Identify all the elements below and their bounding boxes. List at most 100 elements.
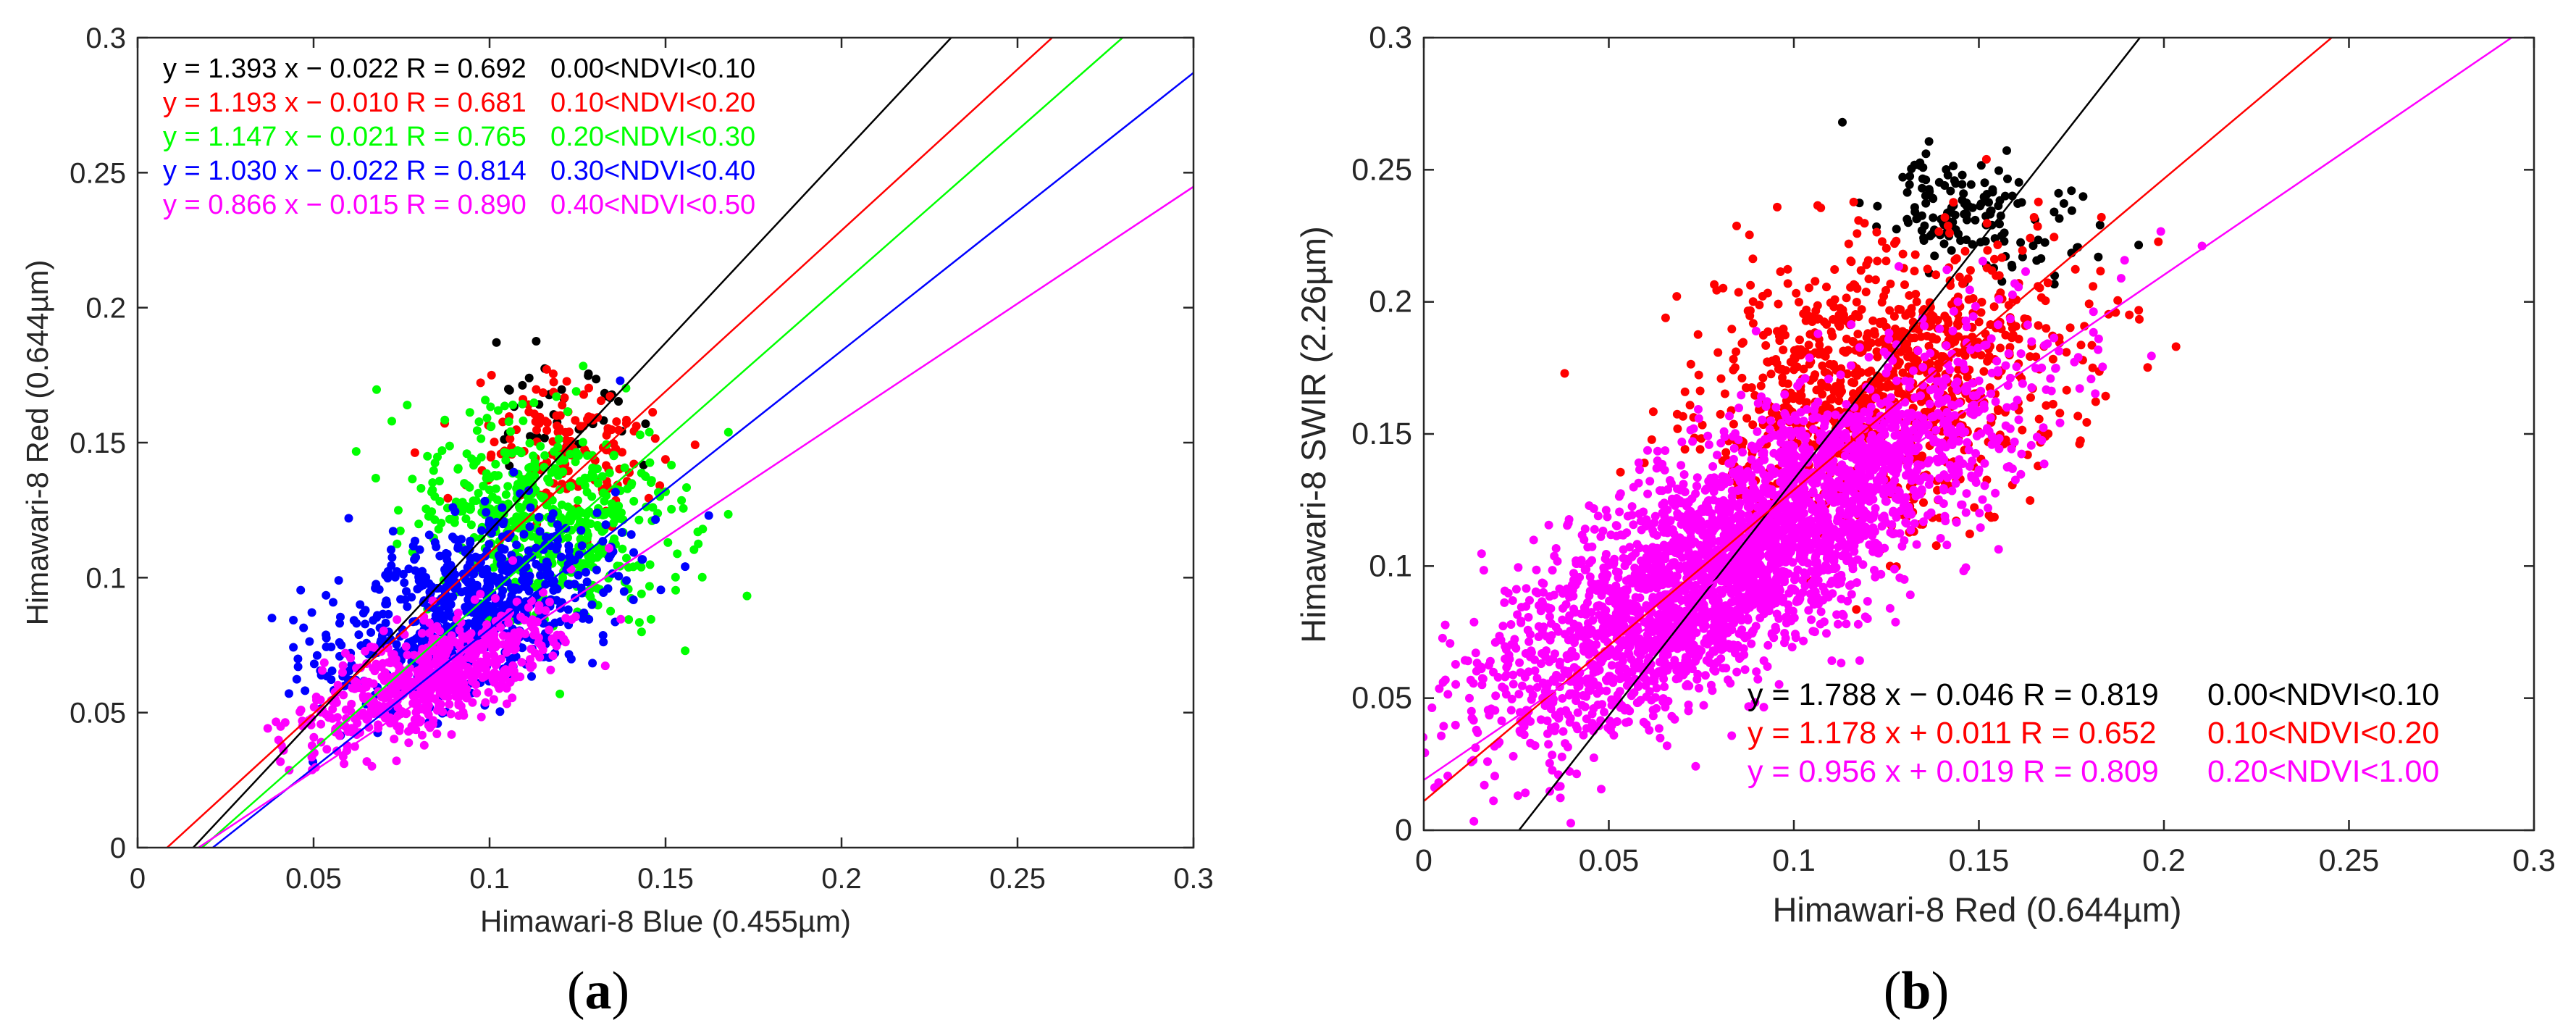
scatter-point bbox=[429, 716, 438, 725]
scatter-point bbox=[524, 546, 533, 556]
x-tick-label: 0 bbox=[130, 863, 146, 895]
scatter-point bbox=[2007, 444, 2016, 454]
scatter-point bbox=[327, 666, 337, 675]
scatter-point bbox=[1691, 761, 1700, 771]
scatter-point bbox=[1918, 314, 1927, 323]
scatter-point bbox=[1424, 732, 1428, 742]
scatter-point bbox=[421, 706, 431, 716]
scatter-point bbox=[2062, 385, 2071, 395]
scatter-point bbox=[517, 658, 526, 667]
scatter-point bbox=[1954, 332, 1963, 341]
scatter-point bbox=[345, 666, 354, 676]
scatter-point bbox=[1716, 409, 1725, 419]
scatter-point bbox=[504, 417, 513, 426]
scatter-point bbox=[1884, 380, 1893, 388]
scatter-point bbox=[1920, 221, 1929, 230]
scatter-point bbox=[1976, 308, 1986, 317]
scatter-point bbox=[487, 370, 496, 380]
scatter-point bbox=[1994, 166, 2003, 175]
scatter-point bbox=[1548, 566, 1557, 575]
legend-equation: y = 1.030 x − 0.022 R = 0.814 bbox=[163, 156, 526, 186]
scatter-point bbox=[1918, 174, 1927, 183]
scatter-point bbox=[2113, 296, 2123, 305]
scatter-point bbox=[316, 695, 325, 705]
scatter-point bbox=[1524, 637, 1534, 646]
scatter-point bbox=[1949, 198, 1958, 207]
scatter-point bbox=[1758, 373, 1768, 383]
scatter-point bbox=[1772, 609, 1782, 619]
scatter-point bbox=[413, 666, 422, 676]
scatter-point bbox=[1935, 324, 1944, 333]
scatter-point bbox=[1695, 386, 1705, 396]
scatter-point bbox=[1557, 752, 1566, 761]
scatter-point bbox=[498, 566, 507, 575]
scatter-point bbox=[1643, 489, 1653, 498]
scatter-point bbox=[641, 419, 650, 428]
y-tick-label: 0.3 bbox=[85, 22, 126, 54]
scatter-point bbox=[2116, 274, 2126, 283]
scatter-point bbox=[650, 434, 660, 443]
scatter-point bbox=[476, 558, 485, 567]
scatter-point bbox=[1866, 367, 1876, 375]
scatter-point bbox=[564, 541, 574, 551]
scatter-point bbox=[2032, 432, 2042, 442]
scatter-point bbox=[372, 385, 381, 394]
scatter-point bbox=[536, 571, 545, 580]
scatter-point bbox=[1529, 535, 1538, 545]
scatter-point bbox=[576, 477, 584, 486]
scatter-point bbox=[472, 688, 482, 698]
scatter-point bbox=[1698, 420, 1707, 430]
scatter-point bbox=[2031, 352, 2041, 362]
scatter-point bbox=[453, 609, 463, 618]
scatter-point bbox=[2004, 349, 2013, 358]
scatter-point bbox=[1716, 374, 1726, 383]
scatter-point bbox=[1411, 796, 1419, 805]
scatter-point bbox=[276, 757, 285, 766]
scatter-point bbox=[505, 385, 514, 395]
scatter-point bbox=[1904, 502, 1913, 511]
scatter-point bbox=[428, 478, 437, 488]
scatter-point bbox=[429, 466, 438, 475]
scatter-point bbox=[689, 545, 699, 554]
scatter-point bbox=[1768, 356, 1777, 366]
scatter-point bbox=[605, 468, 614, 477]
scatter-point bbox=[301, 686, 310, 695]
regression-lines-a bbox=[165, 38, 1193, 848]
scatter-point bbox=[518, 399, 527, 409]
scatter-point bbox=[2054, 188, 2063, 198]
scatter-point bbox=[289, 643, 298, 652]
scatter-point bbox=[469, 461, 478, 470]
scatter-point bbox=[1827, 656, 1837, 665]
scatter-point bbox=[390, 658, 400, 667]
scatter-point bbox=[549, 377, 558, 387]
scatter-point bbox=[1479, 566, 1488, 575]
scatter-point bbox=[468, 698, 477, 707]
scatter-point bbox=[1635, 465, 1644, 475]
scatter-point bbox=[1719, 283, 1728, 293]
scatter-point bbox=[1569, 604, 1578, 614]
scatter-point bbox=[1852, 298, 1861, 306]
scatter-point bbox=[556, 552, 566, 561]
scatter-point bbox=[629, 562, 638, 572]
scatter-point bbox=[667, 461, 676, 469]
scatter-point bbox=[1766, 561, 1776, 571]
scatter-point bbox=[645, 560, 655, 569]
scatter-point bbox=[1990, 254, 1999, 264]
scatter-point bbox=[667, 504, 676, 514]
scatter-point bbox=[1473, 728, 1482, 737]
scatter-point bbox=[592, 508, 602, 517]
scatter-point bbox=[538, 388, 547, 397]
scatter-point bbox=[1514, 690, 1524, 699]
scatter-point bbox=[1866, 385, 1875, 394]
scatter-point bbox=[1805, 359, 1814, 369]
scatter-point bbox=[545, 598, 554, 606]
scatter-point bbox=[2095, 220, 2105, 230]
scatter-point bbox=[1956, 236, 1965, 245]
scatter-point bbox=[337, 640, 346, 650]
scatter-point bbox=[1724, 675, 1732, 685]
scatter-point bbox=[1720, 389, 1729, 398]
scatter-point bbox=[501, 601, 511, 610]
scatter-point bbox=[503, 533, 513, 543]
scatter-point bbox=[1881, 256, 1891, 266]
scatter-point bbox=[508, 693, 517, 703]
